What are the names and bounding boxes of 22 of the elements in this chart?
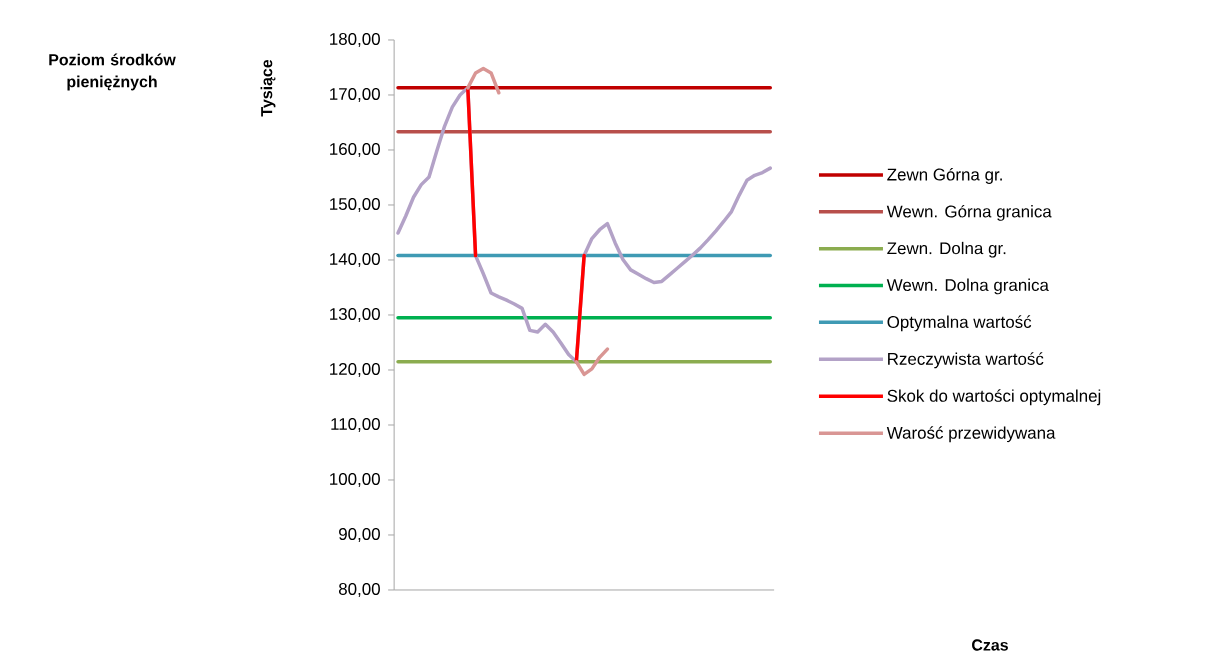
legend-label: Wewn. Górna granica xyxy=(886,204,1052,221)
y-tick-label: 150,00 xyxy=(330,197,380,212)
y-tick-label: 80,00 xyxy=(338,582,380,597)
y-tick-label: 130,00 xyxy=(330,307,380,322)
legend-label: Optymalna wartość xyxy=(887,315,1032,332)
legend-label: Zewn. Dolna gr. xyxy=(887,241,1006,258)
legend-label: Wewn. Dolna granica xyxy=(886,278,1049,295)
y-tick-label: 180,00 xyxy=(330,32,380,47)
y-tick-label: 100,00 xyxy=(330,472,380,487)
y-tick-label: 110,00 xyxy=(331,417,380,432)
legend-label: Warość przewidywana xyxy=(886,426,1056,443)
legend-label: Skok do wartości optymalnej xyxy=(887,389,1101,406)
text: Poziom środków pieniężnych xyxy=(49,53,176,91)
text: Czas xyxy=(972,639,1008,651)
y-tick-label: 170,00 xyxy=(330,87,380,102)
y-axis-title: Tysiące xyxy=(260,59,276,117)
y-tick-label: 140,00 xyxy=(330,252,380,267)
y-tick-label: 160,00 xyxy=(330,142,380,157)
y-tick-label: 90,00 xyxy=(339,527,380,542)
legend-label: Zewn Górna gr. xyxy=(887,167,1002,184)
legend-label: Rzeczywista wartość xyxy=(888,352,1044,369)
y-tick-label: 120,00 xyxy=(330,362,380,377)
